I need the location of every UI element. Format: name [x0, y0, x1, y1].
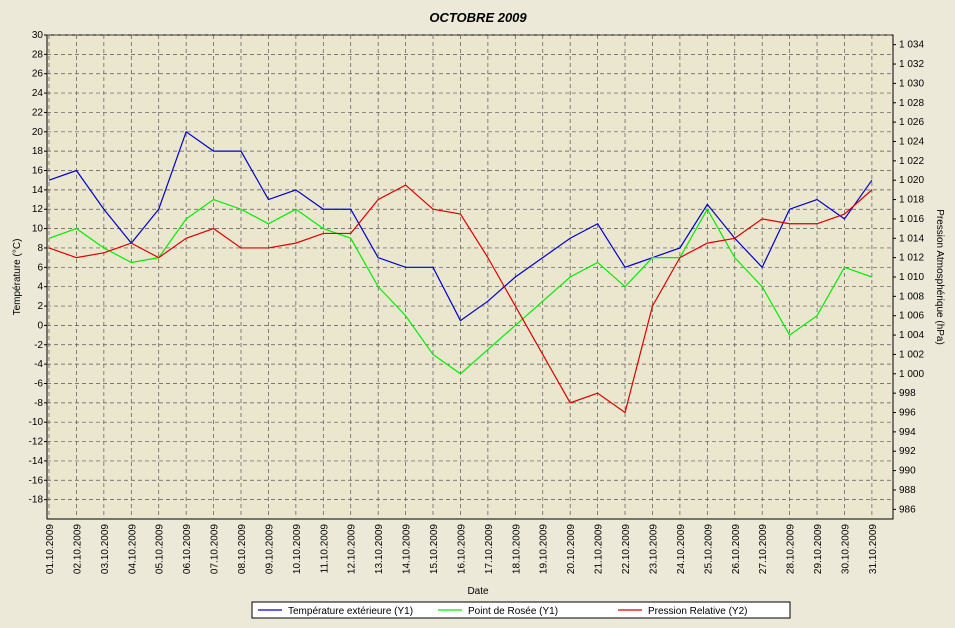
y2-tick-label: 992 — [899, 446, 916, 457]
y-tick-label: 6 — [37, 262, 43, 273]
y-axis-title: Température (°C) — [12, 239, 23, 316]
x-tick-label: 13.10.2009 — [374, 524, 385, 574]
x-tick-label: 26.10.2009 — [731, 524, 742, 574]
x-tick-label: 11.10.2009 — [319, 524, 330, 574]
y-tick-label: 14 — [32, 185, 44, 196]
x-tick-label: 18.10.2009 — [511, 524, 522, 574]
x-tick-label: 16.10.2009 — [456, 524, 467, 574]
y-tick-label: 20 — [32, 127, 44, 138]
y-tick-label: -18 — [29, 495, 44, 506]
plot-area — [46, 34, 894, 520]
y2-tick-label: 1 002 — [899, 349, 924, 360]
y2-tick-label: 990 — [899, 466, 916, 477]
legend-label: Température extérieure (Y1) — [288, 606, 413, 617]
y-tick-label: -12 — [29, 437, 44, 448]
x-tick-label: 14.10.2009 — [402, 524, 413, 574]
y2-tick-label: 1 014 — [899, 233, 924, 244]
x-tick-label: 08.10.2009 — [237, 524, 248, 574]
x-tick-label: 27.10.2009 — [758, 524, 769, 574]
y-tick-label: 2 — [37, 301, 43, 312]
x-tick-label: 01.10.2009 — [45, 524, 56, 574]
x-tick-label: 03.10.2009 — [100, 524, 111, 574]
x-tick-label: 30.10.2009 — [840, 524, 851, 574]
y2-tick-label: 1 006 — [899, 311, 924, 322]
x-tick-label: 17.10.2009 — [484, 524, 495, 574]
y2-tick-label: 1 010 — [899, 272, 924, 283]
legend-label: Point de Rosée (Y1) — [468, 606, 558, 617]
x-tick-label: 09.10.2009 — [264, 524, 275, 574]
y-tick-label: 0 — [37, 320, 43, 331]
x-tick-label: 21.10.2009 — [594, 524, 605, 574]
x-tick-label: 24.10.2009 — [676, 524, 687, 574]
y2-tick-label: 1 004 — [899, 330, 924, 341]
y2-tick-label: 1 016 — [899, 214, 924, 225]
y-tick-label: -16 — [29, 475, 44, 486]
x-tick-label: 10.10.2009 — [292, 524, 303, 574]
y2-tick-label: 1 020 — [899, 175, 924, 186]
y-tick-label: 24 — [32, 88, 44, 99]
y-tick-label: 16 — [32, 166, 44, 177]
y-tick-label: 10 — [32, 224, 44, 235]
y-tick-label: 4 — [37, 282, 43, 293]
x-tick-label: 02.10.2009 — [72, 524, 83, 574]
y2-axis-title: Pression Atmosphérique (hPa) — [934, 209, 945, 345]
x-tick-label: 19.10.2009 — [539, 524, 550, 574]
x-tick-label: 22.10.2009 — [621, 524, 632, 574]
x-tick-label: 25.10.2009 — [703, 524, 714, 574]
y-tick-label: 22 — [32, 107, 44, 118]
x-tick-label: 20.10.2009 — [566, 524, 577, 574]
y-tick-label: 26 — [32, 69, 44, 80]
y-tick-label: -8 — [34, 398, 43, 409]
chart-title: OCTOBRE 2009 — [429, 10, 527, 25]
y2-tick-label: 996 — [899, 408, 916, 419]
y2-tick-label: 988 — [899, 485, 916, 496]
y2-tick-label: 1 012 — [899, 253, 924, 264]
series-line — [48, 184, 873, 414]
x-tick-label: 05.10.2009 — [155, 524, 166, 574]
y2-tick-label: 1 034 — [899, 40, 924, 51]
y-tick-label: -6 — [34, 378, 43, 389]
y2-tick-label: 1 032 — [899, 59, 924, 70]
x-tick-label: 31.10.2009 — [868, 524, 879, 574]
y-tick-label: 30 — [32, 30, 44, 41]
y2-tick-label: 1 028 — [899, 98, 924, 109]
x-tick-label: 15.10.2009 — [429, 524, 440, 574]
y2-tick-label: 1 000 — [899, 369, 924, 380]
y2-tick-label: 1 018 — [899, 195, 924, 206]
y-tick-label: 18 — [32, 146, 44, 157]
y-tick-label: -10 — [29, 417, 44, 428]
y-tick-label: -2 — [34, 340, 43, 351]
x-tick-label: 04.10.2009 — [127, 524, 138, 574]
y2-tick-label: 1 022 — [899, 156, 924, 167]
y2-tick-label: 994 — [899, 427, 916, 438]
y2-tick-label: 1 008 — [899, 291, 924, 302]
y-tick-label: -14 — [29, 456, 44, 467]
y-tick-label: 8 — [37, 243, 43, 254]
y2-tick-label: 998 — [899, 388, 916, 399]
legend-label: Pression Relative (Y2) — [648, 606, 747, 617]
y-tick-label: 28 — [32, 49, 44, 60]
series-line — [48, 198, 873, 375]
y-tick-label: -4 — [34, 359, 43, 370]
x-tick-label: 12.10.2009 — [347, 524, 358, 574]
x-tick-label: 06.10.2009 — [182, 524, 193, 574]
x-axis-title: Date — [467, 586, 489, 597]
y2-tick-label: 1 030 — [899, 78, 924, 89]
y2-tick-label: 986 — [899, 504, 916, 515]
x-tick-label: 23.10.2009 — [648, 524, 659, 574]
y-tick-label: 12 — [32, 204, 44, 215]
legend — [251, 601, 791, 619]
y2-tick-label: 1 024 — [899, 136, 924, 147]
x-tick-label: 28.10.2009 — [786, 524, 797, 574]
x-tick-label: 29.10.2009 — [813, 524, 824, 574]
x-tick-label: 07.10.2009 — [210, 524, 221, 574]
y2-tick-label: 1 026 — [899, 117, 924, 128]
